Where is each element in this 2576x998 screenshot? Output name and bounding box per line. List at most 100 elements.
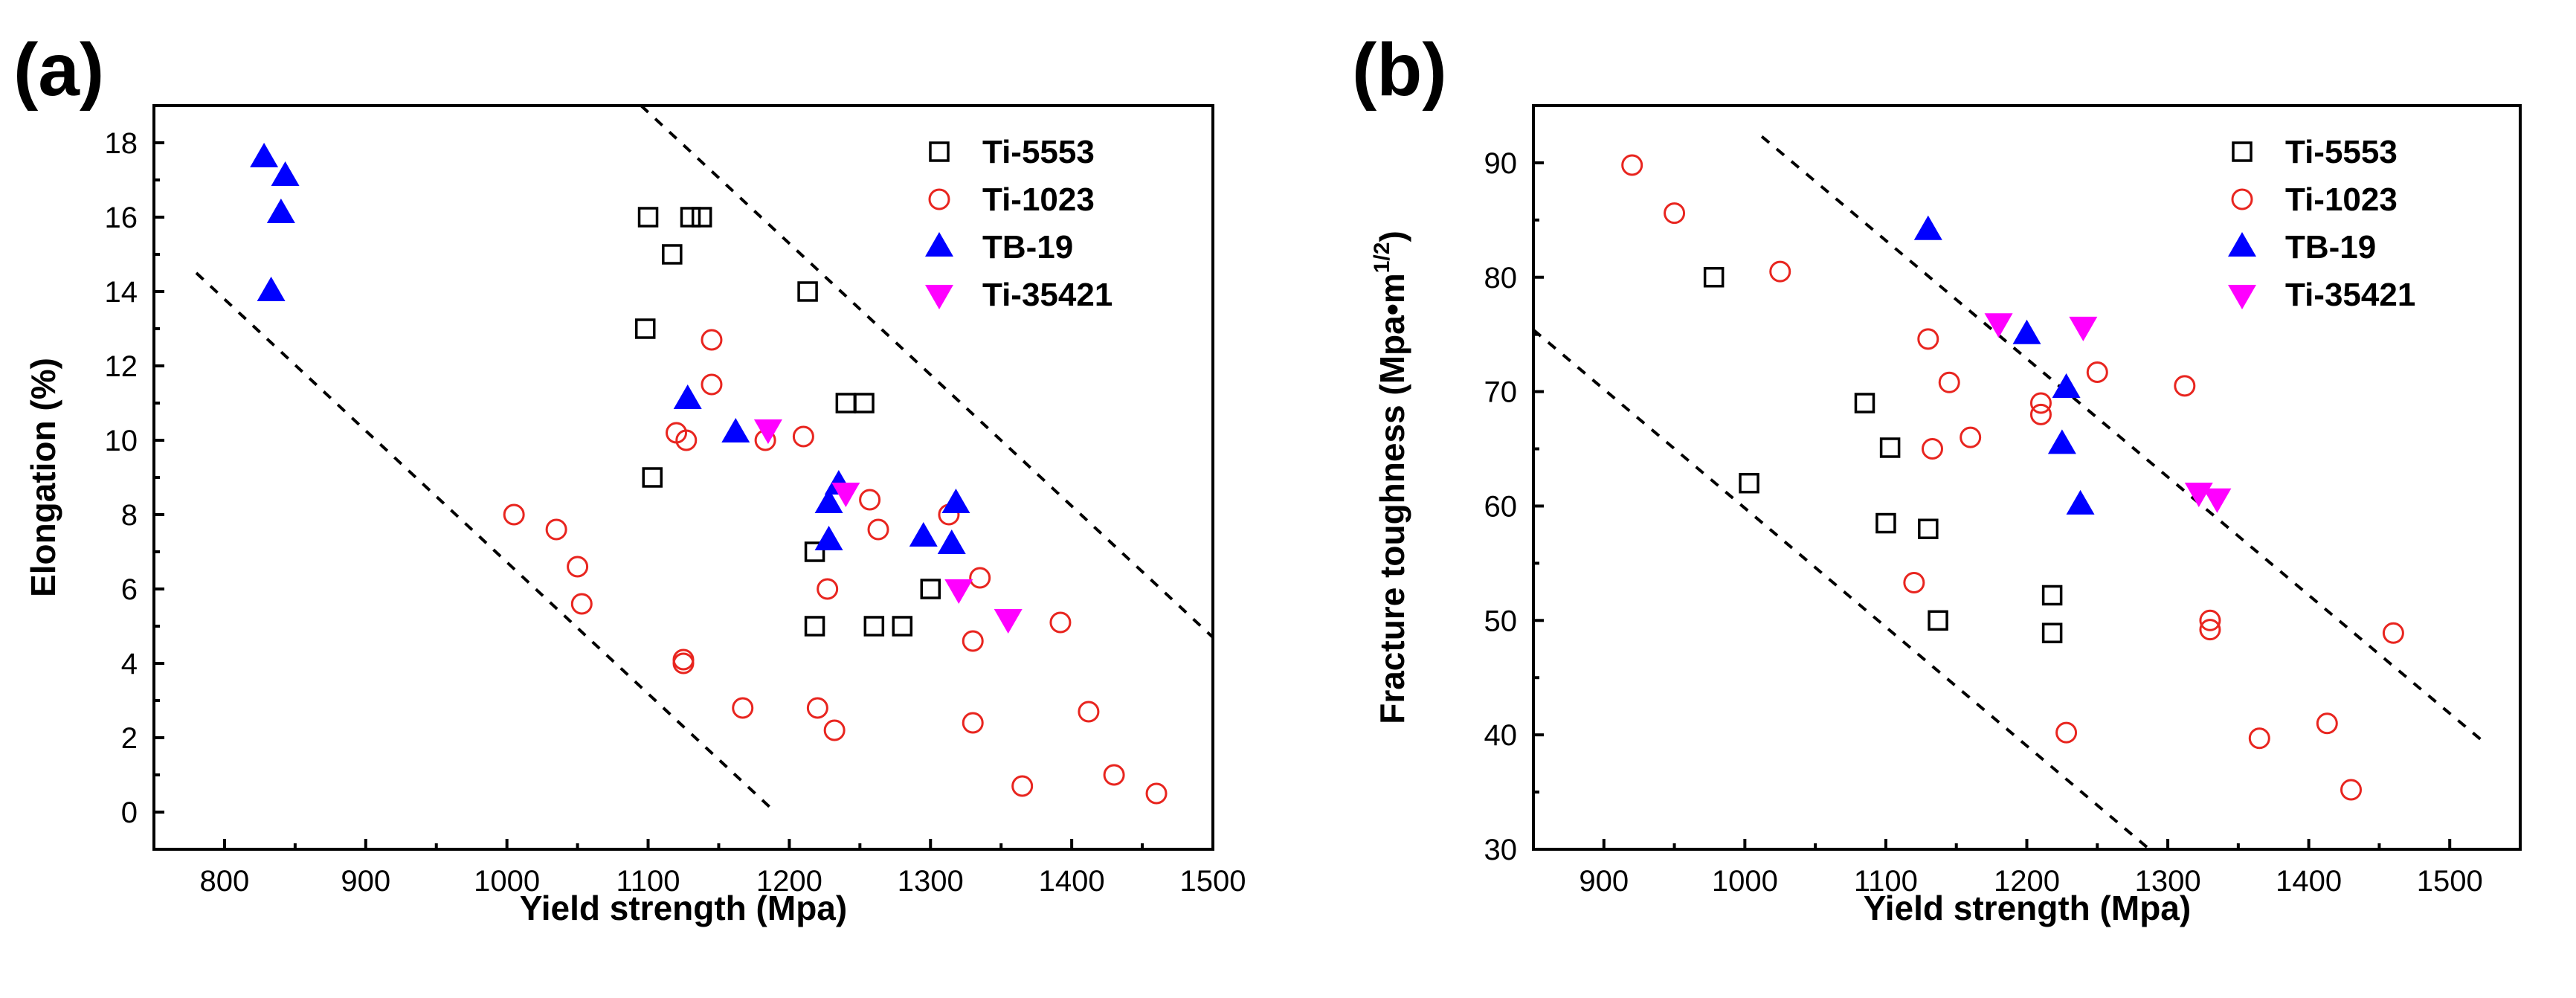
point-ti-1023 — [867, 518, 889, 541]
point-ti-35421 — [753, 419, 782, 444]
point-ti-5553 — [854, 393, 875, 413]
point-ti-1023 — [1917, 328, 1939, 350]
legend-label-ti-5553: Ti-5553 — [982, 134, 1095, 170]
point-tb-19 — [2066, 489, 2095, 515]
x-axis-label-a: Yield strength (Mpa) — [520, 889, 847, 927]
point-tb-19 — [721, 418, 750, 442]
point-ti-35421 — [831, 483, 860, 507]
point-ti-5553 — [680, 207, 701, 228]
x-axis-label-b: Yield strength (Mpa) — [1864, 889, 2191, 927]
legend-marker-tb-19 — [925, 232, 953, 257]
point-ti-1023 — [2029, 392, 2052, 414]
point-ti-5553 — [920, 579, 941, 599]
point-tb-19 — [673, 384, 702, 409]
point-ti-1023 — [2316, 712, 2338, 735]
trend-lines-a — [195, 104, 1214, 814]
point-ti-5553 — [797, 281, 818, 302]
trend-lines-b — [1532, 135, 2482, 851]
legend-marker-ti-1023 — [928, 188, 950, 210]
y-tick-label: 4 — [121, 648, 138, 680]
point-ti-1023 — [1049, 611, 1072, 634]
point-tb-19 — [1913, 215, 1942, 240]
point-ti-1023 — [792, 425, 814, 448]
x-tick-label: 1200 — [1994, 865, 2060, 898]
y-tick-label: 2 — [121, 722, 138, 755]
y-axis-label-b-superscript: 1/2 — [1370, 242, 1394, 274]
point-tb-19 — [2047, 429, 2076, 454]
point-tb-19 — [257, 277, 286, 301]
x-tick-label: 900 — [341, 865, 390, 898]
legend-marker-ti-35421 — [925, 285, 953, 309]
point-ti-1023 — [2382, 622, 2404, 644]
y-tick-label: 60 — [1484, 490, 1518, 523]
panel-label-a: (a) — [13, 28, 104, 112]
y-tick-label: 18 — [105, 127, 138, 160]
point-ti-1023 — [859, 489, 881, 511]
point-ti-5553 — [1703, 267, 1725, 288]
y-tick-label: 70 — [1484, 376, 1518, 409]
legend-label-ti-35421: Ti-35421 — [982, 277, 1112, 313]
x-tick-label: 1500 — [1180, 865, 1246, 898]
point-ti-5553 — [642, 467, 663, 488]
point-ti-5553 — [892, 616, 913, 637]
point-ti-5553 — [2041, 622, 2063, 643]
point-ti-5553 — [1879, 437, 1901, 458]
x-tick-label: 1500 — [2417, 865, 2483, 898]
point-ti-1023 — [969, 567, 991, 589]
y-tick-label: 8 — [121, 499, 138, 532]
point-ti-35421 — [2203, 488, 2232, 513]
point-ti-35421 — [2069, 316, 2098, 341]
point-ti-1023 — [675, 429, 698, 451]
point-ti-1023 — [567, 556, 589, 578]
y-axis-label-b-main: Fracture toughness (Mpa•m — [1373, 273, 1411, 724]
panel-label-b: (b) — [1352, 28, 1447, 112]
legend-label-tb-19: TB-19 — [2285, 229, 2376, 265]
y-tick-label: 0 — [121, 796, 138, 829]
point-ti-1023 — [1103, 764, 1125, 786]
legend-marker-ti-5553 — [2232, 141, 2253, 162]
point-ti-1023 — [545, 518, 567, 541]
point-ti-5553 — [691, 207, 712, 228]
point-ti-1023 — [1664, 202, 1686, 225]
point-ti-1023 — [962, 712, 984, 734]
point-ti-1023 — [2055, 721, 2078, 744]
point-ti-5553 — [835, 393, 857, 413]
point-ti-5553 — [804, 616, 825, 637]
point-ti-1023 — [1011, 775, 1034, 797]
point-tb-19 — [814, 526, 843, 550]
y-tick-label: 16 — [105, 202, 138, 234]
point-tb-19 — [250, 143, 279, 167]
x-tick-label: 1100 — [616, 865, 680, 898]
legend-marker-ti-35421 — [2228, 285, 2256, 309]
point-ti-5553 — [1854, 393, 1875, 413]
point-ti-35421 — [1984, 313, 2013, 338]
point-ti-1023 — [570, 593, 593, 615]
legend-a: Ti-5553 Ti-1023 TB-19 Ti-35421 — [925, 134, 1112, 313]
point-ti-5553 — [634, 318, 656, 339]
point-ti-1023 — [962, 630, 984, 652]
point-tb-19 — [271, 161, 300, 186]
point-ti-1023 — [2086, 361, 2108, 383]
y-tick-label: 50 — [1484, 605, 1518, 637]
point-ti-1023 — [1960, 426, 1982, 448]
y-tick-label: 14 — [105, 276, 138, 309]
point-ti-5553 — [863, 616, 885, 637]
y-tick-label: 6 — [121, 573, 138, 606]
x-tick-label: 1300 — [898, 865, 964, 898]
point-ti-5553 — [2041, 585, 2063, 606]
point-ti-1023 — [2199, 619, 2221, 641]
point-ti-1023 — [672, 652, 695, 675]
point-tb-19 — [266, 199, 295, 223]
legend-marker-tb-19 — [2228, 232, 2256, 257]
point-ti-1023 — [2029, 403, 2052, 425]
trend-line — [1532, 329, 2151, 851]
point-ti-5553 — [662, 244, 683, 265]
point-ti-1023 — [1921, 438, 1943, 460]
point-ti-5553 — [1875, 512, 1896, 534]
y-tick-label: 40 — [1484, 719, 1518, 752]
legend-label-ti-1023: Ti-1023 — [2285, 181, 2398, 218]
point-ti-1023 — [732, 697, 754, 719]
point-ti-1023 — [2174, 375, 2196, 397]
point-ti-35421 — [994, 609, 1023, 634]
